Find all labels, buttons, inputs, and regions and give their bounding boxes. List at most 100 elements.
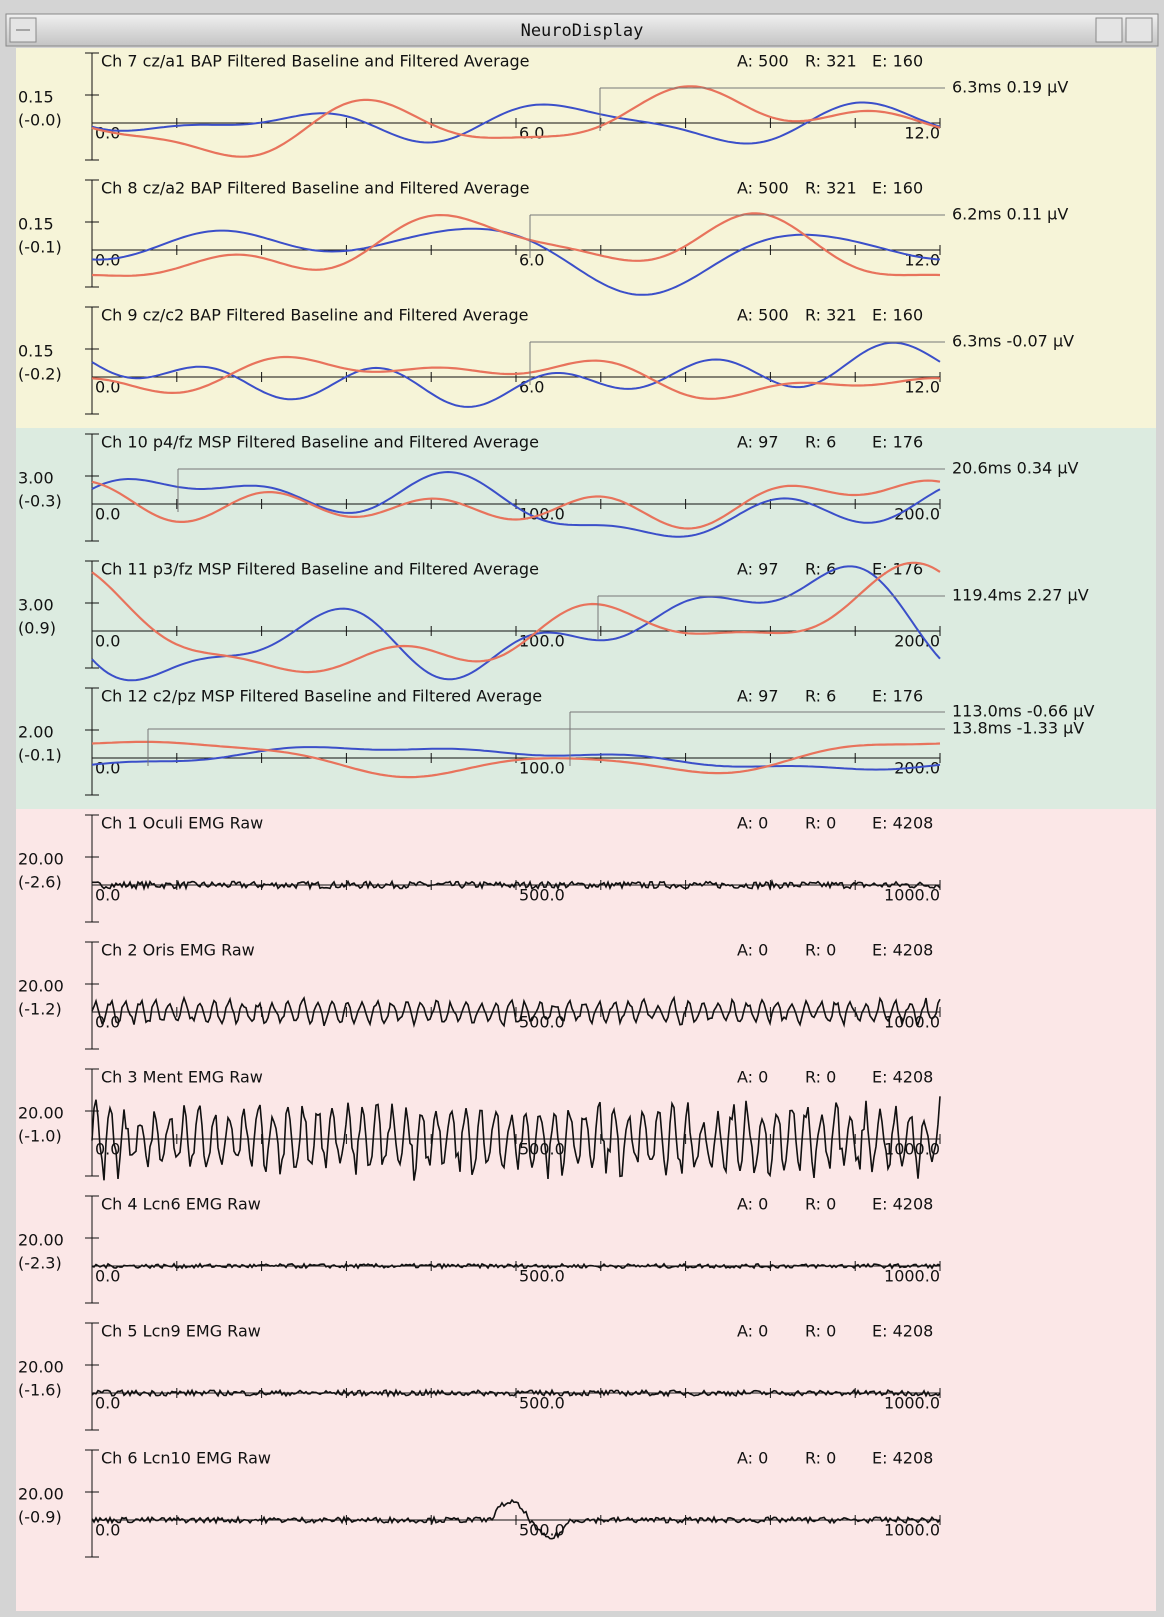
x-axis-label: 100.0 [519,759,565,778]
channel-title: Ch 7 cz/a1 BAP Filtered Baseline and Fil… [101,52,530,71]
channel-title: Ch 6 Lcn10 EMG Raw [101,1449,271,1468]
cursor-label: 6.2ms 0.11 µV [952,205,1068,224]
scale-label: 3.00 [18,469,54,488]
x-axis-label: 1000.0 [884,1394,940,1413]
scale-label: 20.00 [18,850,64,869]
channel-title: Ch 5 Lcn9 EMG Raw [101,1322,261,1341]
offset-label: (-1.2) [18,1000,62,1019]
minimize-button[interactable] [1095,17,1123,43]
average-trace [91,85,941,158]
cursor-label: 20.6ms 0.34 µV [952,459,1079,478]
scale-label: 0.15 [18,215,54,234]
cursor-label: 113.0ms -0.66 µV [952,702,1094,721]
window-title: NeuroDisplay [521,21,644,41]
offset-label: (-1.6) [18,1381,62,1400]
channel-stat: E: 4208 [872,1322,933,1341]
maximize-button[interactable] [1125,17,1153,43]
offset-label: (-0.2) [18,365,62,384]
scale-label: 20.00 [18,1231,64,1250]
x-axis-label: 6.0 [519,124,544,143]
scale-label: 20.00 [18,977,64,996]
offset-label: (-0.1) [18,746,62,765]
x-axis-label: 500.0 [519,1521,565,1540]
channel-stat: A: 97 [737,687,779,706]
channel-stat: E: 4208 [872,1449,933,1468]
x-axis-label: 0.0 [95,1521,120,1540]
channel-panel: Ch 12 c2/pz MSP Filtered Baseline and Fi… [18,687,1094,796]
channel-panel: Ch 2 Oris EMG Raw A: 0 R: 0 E: 4208 20.00 (-1… [18,941,941,1050]
channel-stat: A: 0 [737,941,768,960]
channel-stat: R: 0 [805,814,836,833]
offset-label: (-2.6) [18,873,62,892]
channel-title: Ch 10 p4/fz MSP Filtered Baseline and Fi… [101,433,539,452]
baseline-trace [91,341,941,408]
channel-stat: A: 97 [737,433,779,452]
x-axis-label: 1000.0 [884,1267,940,1286]
raw-emg-trace [91,1096,941,1181]
channel-panel: Ch 10 p4/fz MSP Filtered Baseline and Fi… [18,433,1079,542]
average-trace [91,479,941,530]
raw-emg-trace [91,1262,941,1270]
channel-panel: Ch 1 Oculi EMG Raw A: 0 R: 0 E: 4208 20.00 (-… [18,814,941,923]
channel-stat: A: 500 [737,179,789,198]
msp-section [16,428,1156,809]
channel-panel: Ch 11 p3/fz MSP Filtered Baseline and Fi… [18,560,1089,682]
channel-stat: A: 500 [737,52,789,71]
cursor-label: 119.4ms 2.27 µV [952,586,1089,605]
x-axis-label: 0.0 [95,1267,120,1286]
channel-title: Ch 8 cz/a2 BAP Filtered Baseline and Fil… [101,179,530,198]
average-trace [91,212,941,277]
x-axis-label: 500.0 [519,1267,565,1286]
channel-stat: A: 0 [737,1068,768,1087]
channel-title: Ch 9 cz/c2 BAP Filtered Baseline and Fil… [101,306,529,325]
x-axis-label: 12.0 [904,124,940,143]
channel-panel: Ch 3 Ment EMG Raw A: 0 R: 0 E: 4208 20.00 (-1… [18,1068,941,1181]
channel-stat: R: 6 [805,687,836,706]
x-axis-label: 500.0 [519,1394,565,1413]
channel-stat: E: 176 [872,687,923,706]
channel-stat: E: 4208 [872,941,933,960]
channel-panel: Ch 9 cz/c2 BAP Filtered Baseline and Fil… [18,306,1074,415]
baseline-trace [91,746,941,771]
channel-stat: E: 160 [872,179,923,198]
channel-stat: E: 176 [872,433,923,452]
channel-title: Ch 12 c2/pz MSP Filtered Baseline and Fi… [101,687,542,706]
x-axis-label: 0.0 [95,632,120,651]
x-axis-label: 0.0 [95,1394,120,1413]
channel-stat: R: 321 [805,52,857,71]
emg-section [16,809,1156,1611]
x-axis-label: 0.0 [95,1013,120,1032]
channel-stat: A: 0 [737,1449,768,1468]
channel-stat: R: 321 [805,306,857,325]
channel-stat: E: 4208 [872,1068,933,1087]
scale-label: 0.15 [18,88,54,107]
offset-label: (-2.3) [18,1254,62,1273]
bap-section [16,48,1156,428]
x-axis-label: 0.0 [95,886,120,905]
raw-emg-trace [91,1388,941,1398]
x-axis-label: 200.0 [894,632,940,651]
offset-label: (-0.0) [18,111,62,130]
cursor-label: 6.3ms -0.07 µV [952,332,1074,351]
channel-panels: Ch 7 cz/a1 BAP Filtered Baseline and Fil… [18,52,1094,1558]
channel-stat: E: 4208 [872,814,933,833]
average-trace [91,740,941,779]
channel-title: Ch 4 Lcn6 EMG Raw [101,1195,261,1214]
x-axis-label: 6.0 [519,378,544,397]
channel-panel: Ch 5 Lcn9 EMG Raw A: 0 R: 0 E: 4208 20.00 (-1… [18,1322,941,1431]
channel-panel: Ch 6 Lcn10 EMG Raw A: 0 R: 0 E: 4208 20.00 (-… [18,1449,941,1558]
offset-label: (0.9) [18,619,56,638]
channel-stat: R: 0 [805,1068,836,1087]
channel-stat: A: 0 [737,814,768,833]
average-trace [91,355,941,400]
average-trace [91,561,941,674]
cursor-label: 6.3ms 0.19 µV [952,78,1068,97]
channel-panel: Ch 8 cz/a2 BAP Filtered Baseline and Fil… [18,179,1068,296]
baseline-trace [91,470,941,538]
offset-label: (-0.9) [18,1508,62,1527]
channel-stat: R: 6 [805,560,836,579]
channel-stat: E: 160 [872,306,923,325]
x-axis-label: 12.0 [904,378,940,397]
channel-stat: A: 0 [737,1322,768,1341]
